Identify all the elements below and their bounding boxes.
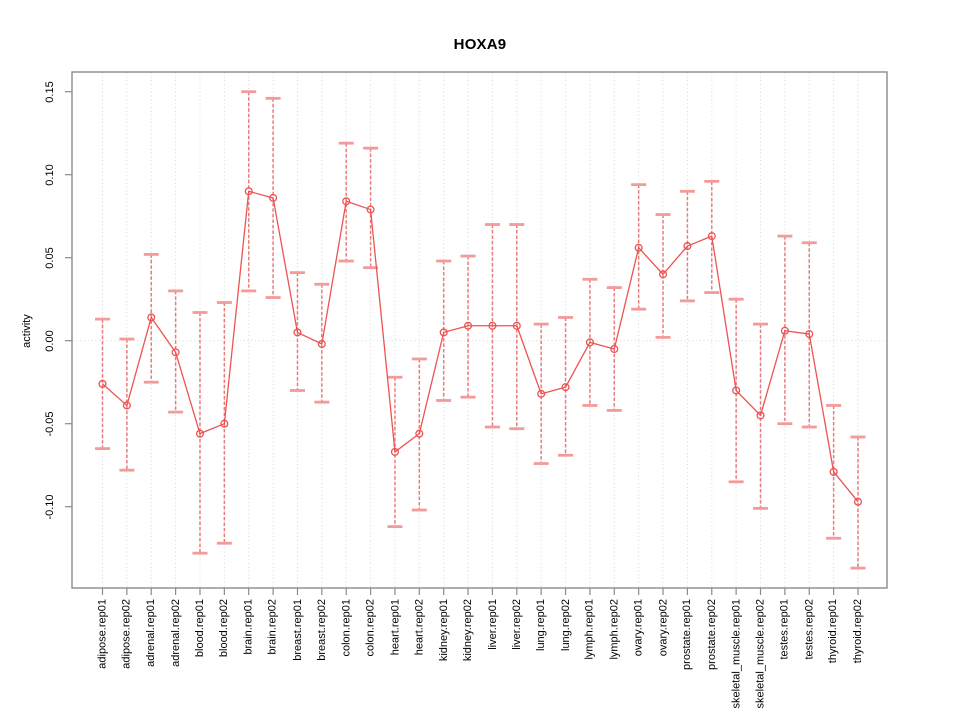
data-point <box>658 270 668 279</box>
data-point <box>853 497 863 506</box>
x-tick-label: skeletal_muscle.rep02 <box>754 599 767 709</box>
data-point <box>439 328 448 337</box>
y-tick-label: 0.00 <box>44 329 56 352</box>
data-point <box>244 187 253 196</box>
x-tick-label: liver.rep01 <box>486 599 499 650</box>
x-tick-label: skeletal_muscle.rep01 <box>730 599 743 709</box>
x-tick-label: thyroid.rep02 <box>852 599 865 664</box>
data-point <box>390 447 400 456</box>
x-tick-label: lung.rep01 <box>535 599 548 651</box>
x-tick-label: prostate.rep02 <box>705 599 718 670</box>
x-tick-label: lung.rep02 <box>559 599 572 651</box>
x-tick-label: brain.rep01 <box>242 599 255 655</box>
x-tick-label: heart.rep02 <box>413 599 426 656</box>
chart-title: HOXA9 <box>453 36 507 53</box>
data-point <box>561 383 570 392</box>
x-tick-label: lymph.rep01 <box>583 599 596 660</box>
data-point <box>683 242 692 251</box>
x-tick-label: lymph.rep02 <box>608 599 621 660</box>
x-tick-label: blood.rep01 <box>193 599 206 658</box>
x-tick-label: prostate.rep01 <box>681 599 694 670</box>
y-tick-label: 0.15 <box>44 80 56 103</box>
x-tick-label: breast.rep01 <box>291 599 304 661</box>
data-point <box>147 313 156 322</box>
data-point <box>171 348 180 357</box>
data-point <box>415 429 424 438</box>
data-point <box>195 429 205 438</box>
data-point <box>732 386 741 395</box>
x-tick-label: testes.rep02 <box>803 599 816 660</box>
x-tick-label: ovary.rep01 <box>632 599 645 657</box>
x-tick-label: adrenal.rep01 <box>145 599 158 667</box>
data-point <box>707 232 716 241</box>
plot-frame <box>71 71 888 589</box>
x-tick-label: brain.rep02 <box>267 599 280 655</box>
data-point <box>488 321 497 330</box>
data-point <box>98 379 107 388</box>
data-point <box>537 389 546 398</box>
x-tick-label: adipose.rep01 <box>96 599 109 669</box>
x-tick-label: kidney.rep02 <box>462 599 475 662</box>
y-tick-label: -0.05 <box>44 411 56 437</box>
data-point <box>805 330 814 339</box>
x-tick-label: testes.rep01 <box>778 599 791 660</box>
series-line <box>102 190 859 503</box>
y-tick-label: -0.10 <box>44 494 56 520</box>
data-point <box>464 321 473 330</box>
data-point <box>366 205 375 214</box>
data-point <box>122 401 131 410</box>
data-point <box>220 419 229 428</box>
x-tick-label: adipose.rep02 <box>120 599 133 669</box>
x-tick-label: ovary.rep02 <box>657 599 670 657</box>
x-tick-label: breast.rep02 <box>315 599 328 661</box>
x-tick-label: colon.rep02 <box>364 599 377 657</box>
x-tick-label: kidney.rep01 <box>437 599 450 662</box>
x-tick-label: colon.rep01 <box>340 599 353 657</box>
data-point <box>634 243 643 252</box>
data-point <box>610 344 619 354</box>
x-tick-label: blood.rep02 <box>218 599 231 658</box>
data-point <box>585 338 594 347</box>
x-tick-label: thyroid.rep01 <box>827 599 840 664</box>
data-point <box>269 193 278 202</box>
data-point <box>342 197 351 206</box>
x-tick-label: heart.rep01 <box>388 599 401 656</box>
y-tick-label: 0.10 <box>44 163 56 186</box>
data-point <box>780 326 789 335</box>
y-tick-label: 0.05 <box>44 246 56 269</box>
data-point <box>317 339 326 349</box>
x-tick-label: adrenal.rep02 <box>169 599 182 667</box>
x-tick-label: liver.rep02 <box>510 599 523 650</box>
data-point <box>756 411 765 420</box>
data-point <box>293 328 302 337</box>
data-point <box>512 321 521 330</box>
data-point <box>829 467 838 476</box>
